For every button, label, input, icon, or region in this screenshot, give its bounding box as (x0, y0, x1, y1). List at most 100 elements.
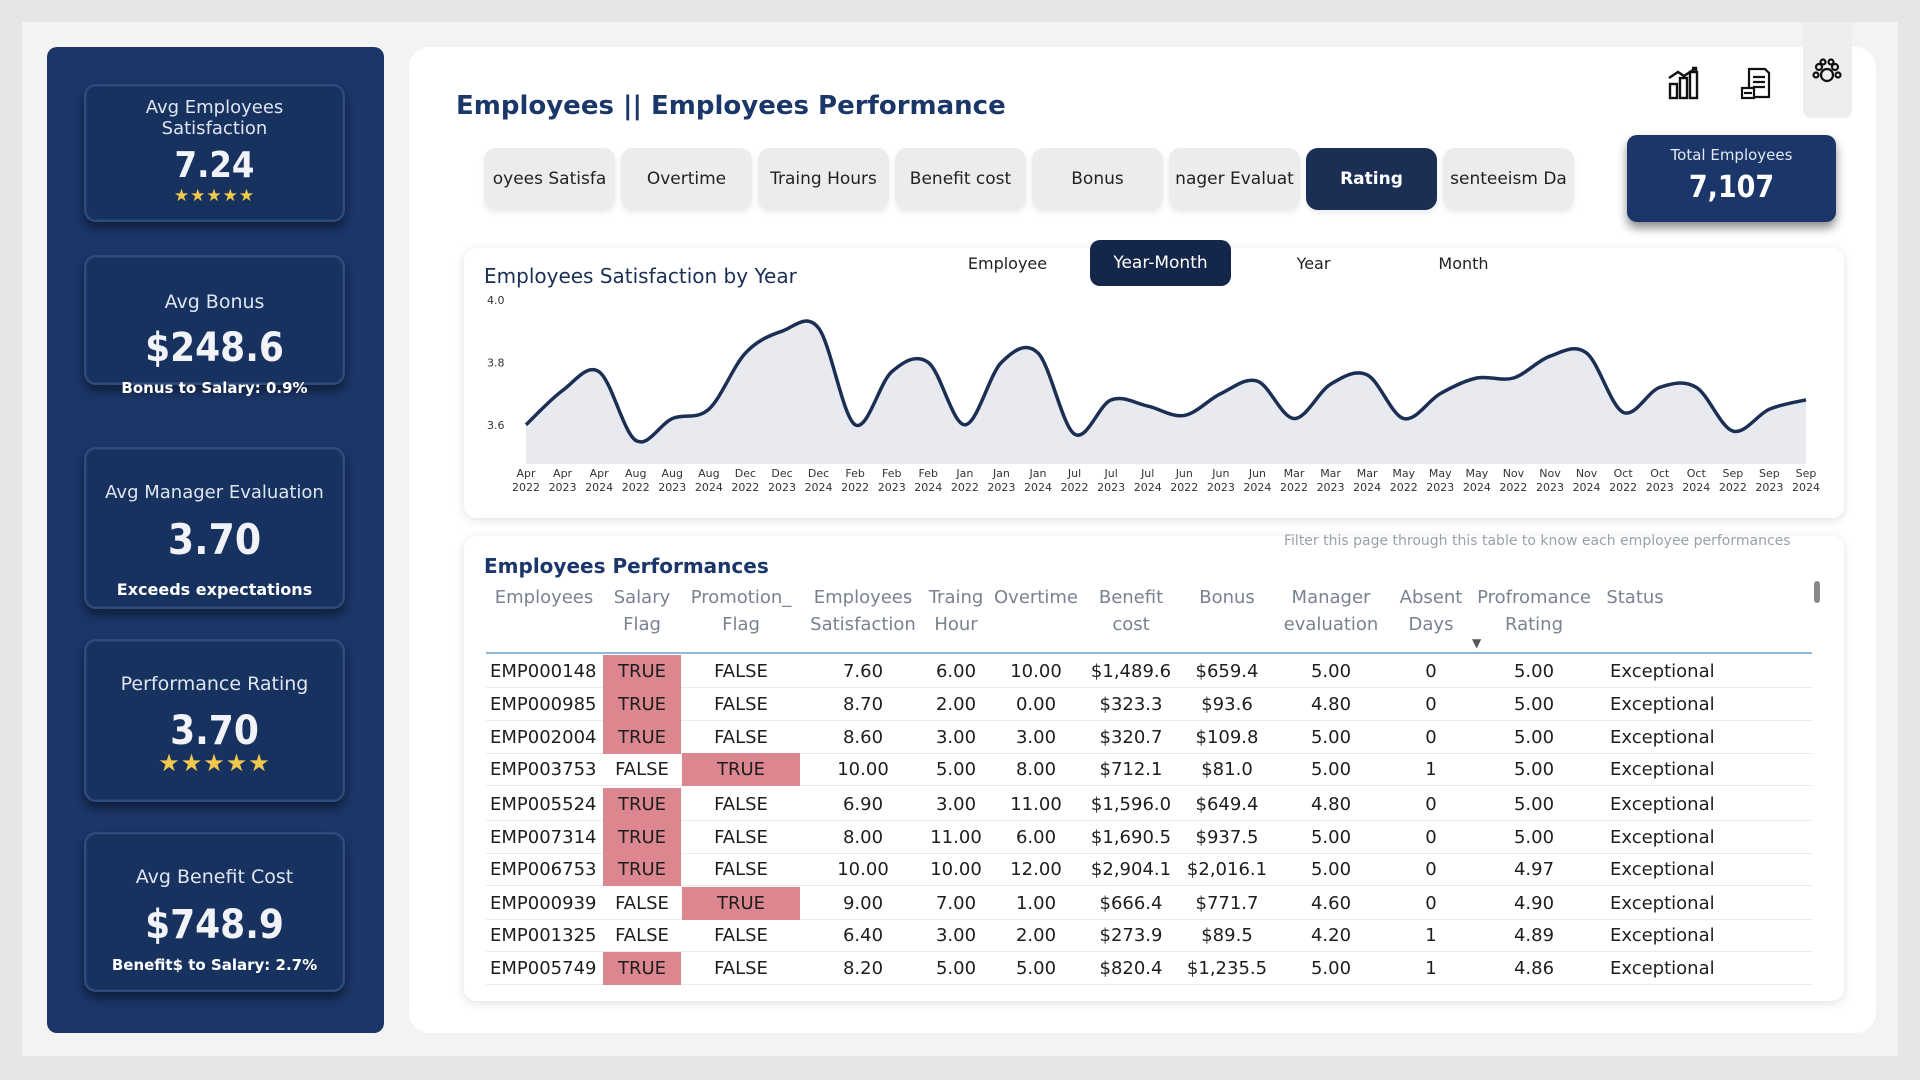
column-header-line: Hour (934, 614, 978, 635)
column-header-line: Days (1408, 614, 1454, 635)
table-hint: Filter this page through this table to k… (1284, 533, 1791, 549)
x-tick-label-month: Dec (808, 467, 829, 480)
kpi-title: Avg Bonus (164, 291, 265, 313)
x-tick-label-year: 2022 (1061, 481, 1089, 494)
table-cell: FALSE (714, 794, 768, 815)
document-export-icon[interactable] (1733, 60, 1781, 108)
column-header[interactable]: Bonus (1182, 584, 1272, 611)
column-header[interactable]: Salary Flag (603, 584, 681, 638)
table-title: Employees Performances (484, 554, 769, 578)
table-row[interactable]: EMP003753 FALSE TRUE 10.00 5.00 8.00 $712.1 $81… (486, 753, 1812, 786)
table-cell: TRUE (603, 688, 681, 721)
table-cell: FALSE (615, 893, 669, 914)
column-header-line: Satisfaction (810, 614, 916, 635)
tab-employees-satisfaction[interactable]: oyees Satisfa (484, 148, 615, 210)
table-cell: FALSE (615, 925, 669, 946)
metric-tabs: oyees Satisfa Overtime Traing Hours Bene… (484, 148, 1574, 210)
x-tick-label-year: 2024 (585, 481, 613, 494)
paw-icon[interactable] (1803, 48, 1851, 96)
column-header[interactable]: Traing Hour (921, 584, 991, 638)
table-cell: 6.00 (1015, 827, 1057, 848)
table-cell: $1,489.6 (1090, 661, 1172, 682)
tab-bonus[interactable]: Bonus (1032, 148, 1163, 210)
x-tick-label-month: Apr (516, 467, 536, 480)
table-cell: 0 (1425, 727, 1437, 748)
tab-training-hours[interactable]: Traing Hours (758, 148, 889, 210)
x-tick-label-month: Nov (1576, 467, 1598, 480)
table-cell: 6.40 (842, 925, 884, 946)
table-cell: 7.00 (935, 893, 977, 914)
column-header[interactable]: Overtime (991, 584, 1081, 611)
table-cell: $712.1 (1099, 759, 1163, 780)
column-header[interactable]: Absent Days (1392, 584, 1470, 638)
table-row[interactable]: EMP000985 TRUE FALSE 8.70 2.00 0.00 $323.3 $93.… (486, 688, 1812, 721)
toggle-year-month[interactable]: Year-Month (1090, 240, 1231, 286)
table-scrollbar[interactable] (1814, 581, 1820, 603)
table-row[interactable]: EMP006753 TRUE FALSE 10.00 10.00 12.00 $2,904.… (486, 853, 1812, 886)
table-cell: 11.00 (1010, 794, 1062, 815)
table-cell: 1.00 (1015, 893, 1057, 914)
toggle-year[interactable]: Year (1296, 253, 1331, 273)
bar-chart-icon[interactable] (1660, 60, 1708, 108)
x-tick-label-month: Jun (1211, 467, 1229, 480)
x-tick-label-month: Oct (1650, 467, 1670, 480)
table-row[interactable]: EMP001325 FALSE FALSE 6.40 3.00 2.00 $273.9 $89… (486, 919, 1812, 952)
table-row[interactable]: EMP000148 TRUE FALSE 7.60 6.00 10.00 $1,489.6 $… (486, 655, 1812, 688)
table-cell: 12.00 (1010, 859, 1062, 880)
table-cell: 5.00 (1513, 727, 1555, 748)
column-header[interactable]: Status (1600, 584, 1670, 611)
table-cell: 6.00 (935, 661, 977, 682)
table-cell: TRUE (603, 655, 681, 688)
x-tick-label-month: Jun (1248, 467, 1266, 480)
x-tick-label-month: Dec (735, 467, 756, 480)
kpi-card-performance-rating: Performance Rating 3.70 ★★★★★ (84, 639, 345, 802)
x-tick-label-year: 2024 (1353, 481, 1381, 494)
table-cell: 8.60 (842, 727, 884, 748)
table-cell: EMP002004 (490, 727, 597, 748)
table-cell: 1 (1425, 925, 1437, 946)
table-cell: 3.00 (935, 794, 977, 815)
table-cell: 4.97 (1513, 859, 1555, 880)
x-tick-label-month: Feb (845, 467, 864, 480)
table-cell: 5.00 (935, 759, 977, 780)
table-cell: TRUE (603, 853, 681, 886)
column-header[interactable]: Promotion_ Flag (682, 584, 800, 638)
table-header: Employees Salary Flag Promotion_ Flag Employe… (486, 584, 1812, 654)
kpi-subtext: Benefit$ to Salary: 2.7% (111, 956, 318, 974)
column-header-line: Manager (1291, 587, 1371, 608)
tab-rating[interactable]: Rating (1306, 148, 1437, 210)
table-row[interactable]: EMP005524 TRUE FALSE 6.90 3.00 11.00 $1,596.0 $… (486, 788, 1812, 821)
table-row[interactable]: EMP005749 TRUE FALSE 8.20 5.00 5.00 $820.4 $1,2… (486, 952, 1812, 985)
tab-manager-evaluation[interactable]: nager Evaluat (1169, 148, 1300, 210)
table-row[interactable]: EMP000939 FALSE TRUE 9.00 7.00 1.00 $666.4 $771… (486, 887, 1812, 920)
table-cell: EMP001325 (490, 925, 597, 946)
column-header-line: Promotion_ (690, 587, 792, 608)
table-cell: $81.0 (1201, 759, 1253, 780)
x-tick-label-year: 2023 (1755, 481, 1783, 494)
toggle-month[interactable]: Month (1438, 253, 1489, 273)
kpi-value: $248.6 (145, 325, 284, 371)
table-cell: Exceptional (1610, 759, 1715, 780)
column-header[interactable]: Manager evaluation (1276, 584, 1386, 638)
x-tick-label-year: 2023 (1207, 481, 1235, 494)
column-header[interactable]: Profromance Rating (1474, 584, 1594, 638)
toggle-employee[interactable]: Employee (967, 253, 1048, 273)
column-header[interactable]: Benefit cost (1086, 584, 1176, 638)
column-header[interactable]: Employees (486, 584, 602, 611)
x-tick-label-month: Mar (1320, 467, 1341, 480)
table-row[interactable]: EMP007314 TRUE FALSE 8.00 11.00 6.00 $1,690.5 $… (486, 821, 1812, 854)
column-header[interactable]: Employees Satisfaction (808, 584, 918, 638)
tab-overtime[interactable]: Overtime (621, 148, 752, 210)
tab-absenteeism-days[interactable]: senteeism Da (1443, 148, 1574, 210)
table-cell: Exceptional (1610, 794, 1715, 815)
kpi-subtext: Bonus to Salary: 0.9% (121, 379, 308, 397)
x-tick-label-month: Jul (1067, 467, 1081, 480)
table-cell: Exceptional (1610, 893, 1715, 914)
series-area (526, 321, 1806, 464)
table-row[interactable]: EMP002004 TRUE FALSE 8.60 3.00 3.00 $320.7 $109… (486, 721, 1812, 754)
table-cell: $1,235.5 (1186, 958, 1268, 979)
table-cell: 5.00 (1513, 759, 1555, 780)
table-cell: Exceptional (1610, 694, 1715, 715)
sort-desc-icon[interactable]: ▼ (1472, 636, 1482, 650)
tab-benefit-cost[interactable]: Benefit cost (895, 148, 1026, 210)
